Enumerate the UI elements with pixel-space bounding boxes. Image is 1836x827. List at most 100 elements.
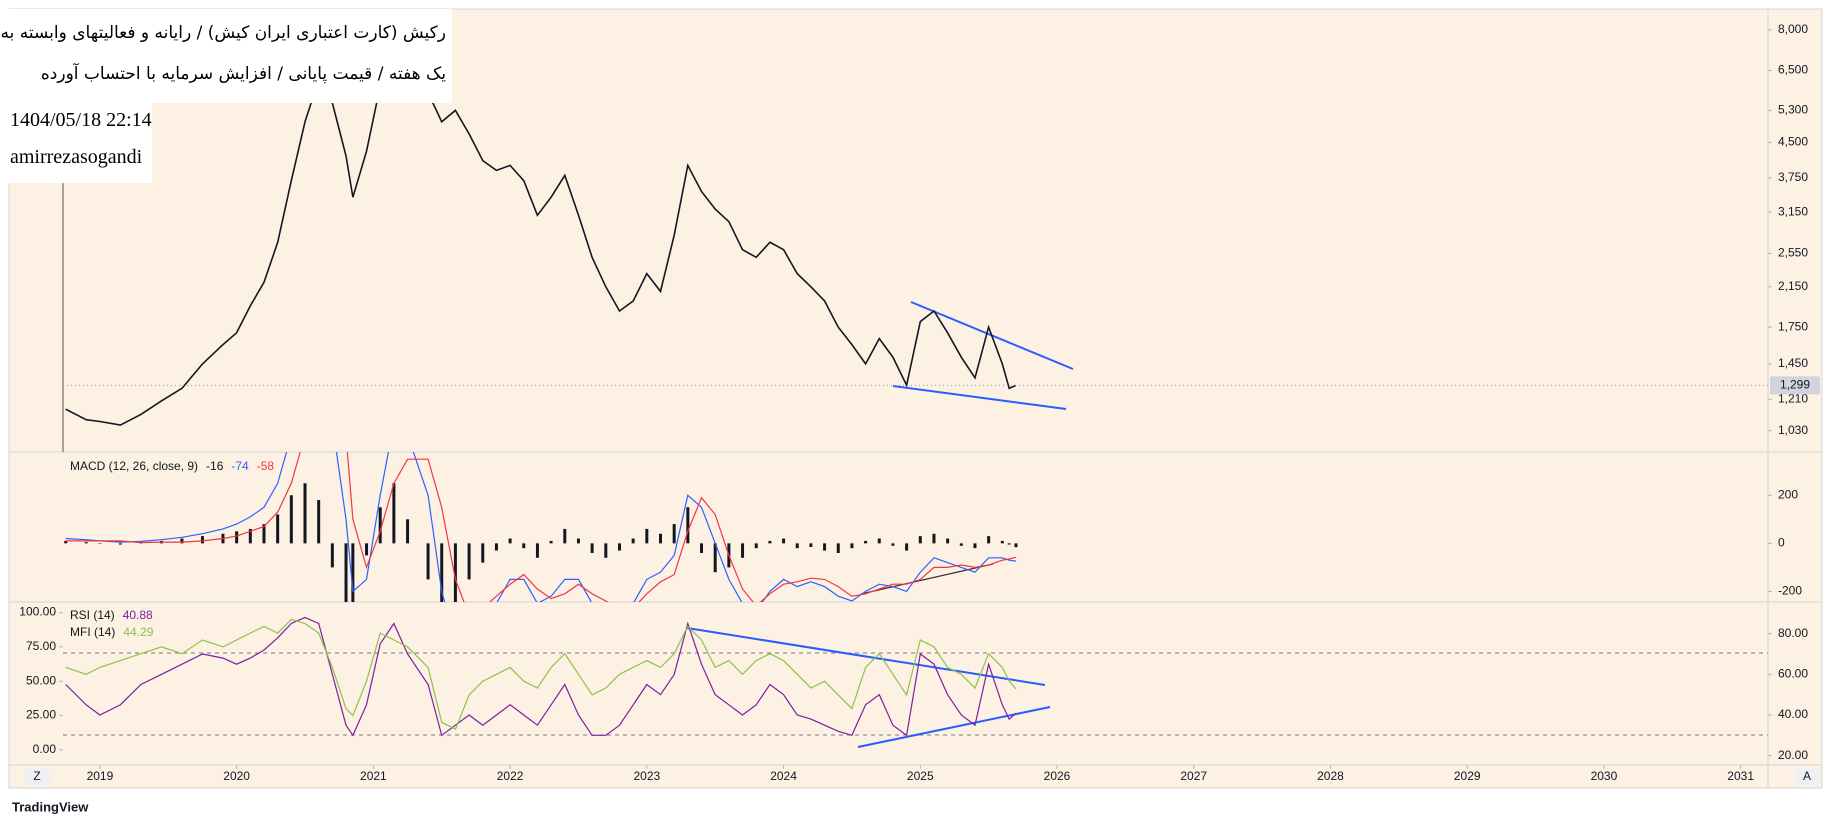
title: رکیش (کارت اعتباری ایران کیش) / رایانه و… [0,23,446,43]
histogram-bar [406,519,410,544]
y-tick-label: 8,000 [1778,22,1808,36]
histogram-bar [946,538,950,544]
histogram-bar [365,543,369,556]
histogram-bar [604,543,608,558]
y2-tick-label: 0.00 [33,742,57,756]
scale-button[interactable] [1794,769,1820,785]
histogram-bar [905,543,909,551]
legend-value: 40.88 [123,608,153,622]
histogram-bar [549,540,553,544]
brand: TradingView [12,799,89,814]
trendline [686,627,1046,686]
chart-background [8,8,1823,789]
histogram-bar [84,542,88,544]
legend-value: -16 [206,459,224,473]
x-tick-label: 2019 [87,769,114,783]
y-tick-label: 2,550 [1778,246,1808,260]
histogram-bar [864,540,868,544]
histogram-bar [98,543,102,544]
y-tick-label: 1,750 [1778,319,1808,333]
y2-tick-label: 75.00 [26,639,56,653]
x-tick-label: 2029 [1454,769,1481,783]
y-tick-label: 1,210 [1778,391,1808,405]
histogram-bar [672,524,676,544]
y-tick-label: 2,150 [1778,279,1808,293]
legend-value: -58 [257,459,275,473]
x-tick-label: 2030 [1591,769,1618,783]
x-tick-label: 2020 [223,769,250,783]
histogram-bar [590,543,594,553]
timestamp: 1404/05/18 22:14 [10,109,152,131]
histogram-bar [959,543,963,546]
legend-value: -74 [231,459,249,473]
histogram-bar [973,543,977,549]
histogram-bar [713,543,717,573]
histogram-bar [617,543,621,551]
histogram-bar [987,536,991,544]
histogram-bar [891,543,895,546]
histogram-bar [659,533,663,544]
trendline [892,385,1067,410]
histogram-bar [823,543,827,551]
y2-tick-label: 100.00 [19,605,56,619]
histogram-bar [535,543,539,558]
histogram-bar [522,543,526,549]
histogram-bar [200,536,204,544]
plot-area [64,452,1018,602]
histogram-bar [795,543,799,549]
histogram-bar [426,543,430,580]
y-tick-label: 4,500 [1778,135,1808,149]
author: amirrezasogandi [10,146,143,168]
y-tick-label: 1,450 [1778,356,1808,370]
y-tick-label: 80.00 [1778,626,1808,640]
histogram-bar [1000,540,1004,544]
histogram-bar [877,538,881,544]
legend-name: RSI (14) [70,608,115,622]
trendline [860,563,994,595]
histogram-bar [303,483,307,544]
scale-button[interactable] [24,769,50,785]
histogram-bar [932,533,936,544]
series-line [65,452,1017,602]
scale-button-label[interactable]: A [1803,769,1811,783]
header-box: رکیش (کارت اعتباری ایران کیش) / رایانه و… [0,9,452,103]
y-tick-label: 40.00 [1778,707,1808,721]
histogram-bar [262,524,266,544]
x-tick-label: 2022 [497,769,524,783]
histogram-bar [1007,543,1011,545]
histogram-bar [276,514,280,544]
pane-title: MACD (12, 26, close, 9) [70,459,198,473]
histogram-bar [248,528,252,544]
histogram-bar [235,531,239,544]
histogram-bar [741,543,745,558]
plot-area [65,616,1017,737]
histogram-bar [118,543,122,545]
histogram-bar [508,538,512,544]
histogram-bar [782,538,786,544]
histogram-bar [563,528,567,544]
histogram-bar [378,507,382,544]
x-tick-label: 2024 [770,769,797,783]
y-tick-label: 6,500 [1778,63,1808,77]
histogram-bar [850,543,854,549]
x-tick-label: 2026 [1044,769,1071,783]
histogram-bar [645,528,649,544]
histogram-bar [686,507,690,544]
histogram-bar [289,495,293,544]
subtitle: یک هفته / قیمت پایانی / افزایش سرمایه با… [40,64,446,84]
x-tick-label: 2021 [360,769,387,783]
price-tag-label: 1,299 [1780,378,1810,392]
legend-value: 44.29 [123,625,153,639]
y-tick-label: 5,300 [1778,103,1808,117]
y-tick-label: 60.00 [1778,667,1808,681]
legend-name: MFI (14) [70,625,115,639]
x-tick-label: 2028 [1317,769,1344,783]
price-tag [1770,376,1820,395]
scale-button-label[interactable]: Z [33,769,40,783]
trendline [857,706,1051,748]
y-tick-label: 3,750 [1778,170,1808,184]
y2-tick-label: 25.00 [26,708,56,722]
histogram-bar [440,543,444,602]
